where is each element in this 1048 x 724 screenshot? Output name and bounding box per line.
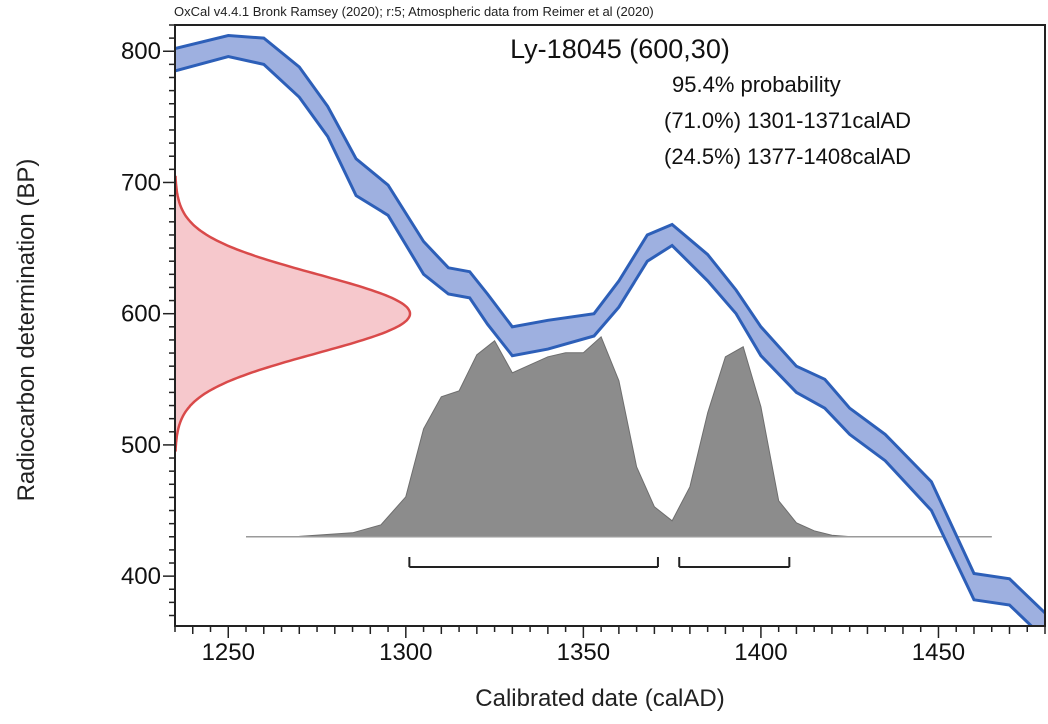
x-tick-label: 1400 (734, 639, 787, 666)
calibration-curve-lower (175, 54, 1034, 626)
calibrated-distribution (245, 335, 992, 538)
range-bracket-2 (678, 557, 791, 568)
calibration-curve-upper (175, 33, 1045, 614)
y-tick-label: 700 (121, 169, 161, 196)
y-tick-label: 600 (121, 301, 161, 328)
range-label-1: (71.0%) 1301-1371calAD (664, 108, 911, 133)
chart-header: OxCal v4.4.1 Bronk Ramsey (2020); r:5; A… (174, 4, 654, 19)
x-tick-label: 1450 (912, 639, 965, 666)
x-tick-label: 1250 (202, 639, 255, 666)
radiocarbon-distribution-outline (175, 175, 412, 452)
range-bracket-1 (408, 557, 659, 568)
y-tick-label: 800 (121, 38, 161, 65)
axis-ticks: 1250 1300 1350 1400 1450 400 500 600 700 800 (121, 24, 1046, 666)
y-tick-label: 500 (121, 432, 161, 459)
plot-area (175, 33, 1045, 626)
plot-frame (174, 24, 1046, 627)
sample-name: Ly-18045 (600,30) (510, 34, 730, 64)
x-tick-label: 1350 (557, 639, 610, 666)
x-axis-label: Calibrated date (calAD) (475, 685, 724, 712)
range-label-2: (24.5%) 1377-1408calAD (664, 144, 911, 169)
x-tick-label: 1300 (379, 639, 432, 666)
y-axis-label: Radiocarbon determination (BP) (13, 159, 40, 502)
y-tick-label: 400 (121, 563, 161, 590)
radiocarbon-distribution (175, 175, 410, 452)
probability-label: 95.4% probability (672, 72, 841, 97)
